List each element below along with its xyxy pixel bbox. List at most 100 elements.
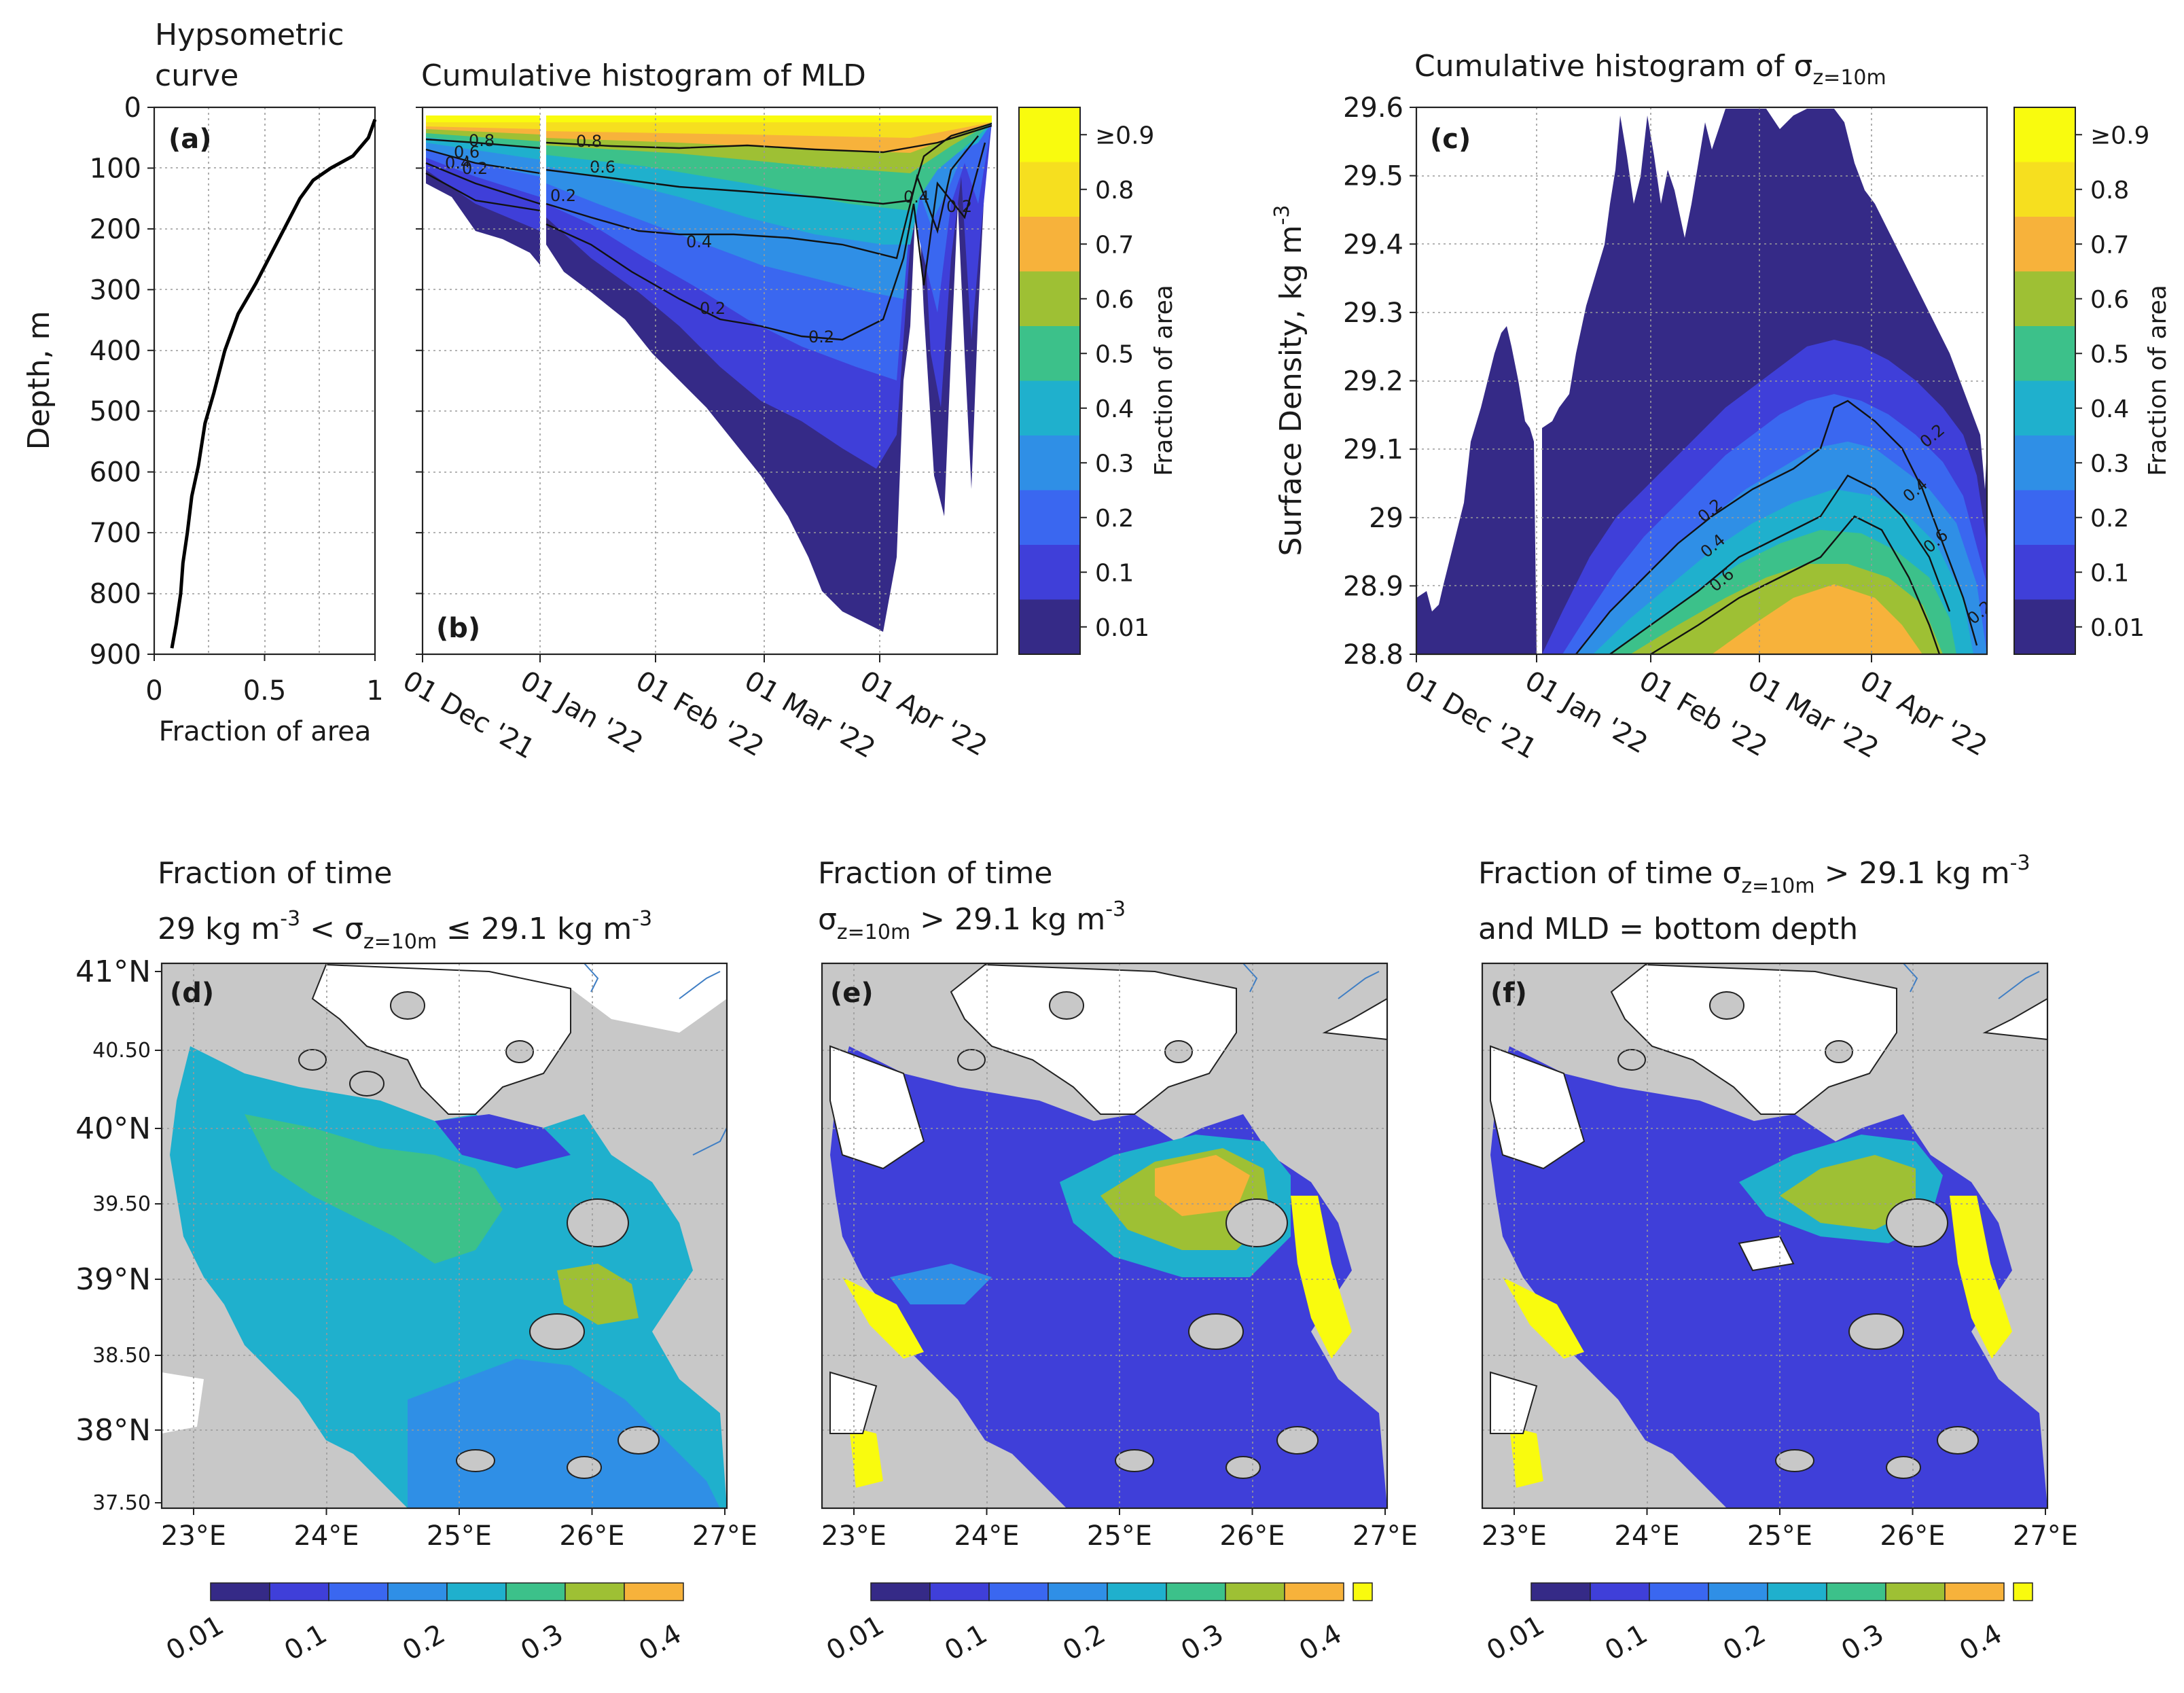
- map-colorbar-tick-label: 0.4: [1954, 1618, 2007, 1667]
- panel-c-plot: 0.20.40.60.20.40.60.2: [1416, 107, 1987, 654]
- panel-b-date-label: 01 Apr '22: [855, 665, 992, 763]
- mld-contour-label: 0.2: [462, 159, 488, 178]
- panel-b-title: Cumulative histogram of MLD: [421, 58, 866, 93]
- panel-a-ytick-label: 300: [90, 274, 141, 306]
- colorbar-tick-label: 0.3: [2090, 450, 2129, 478]
- rivers-d: [584, 963, 727, 1156]
- panel-a-ylabel: Depth, m: [22, 311, 56, 450]
- panel-a-ytick-label: 800: [90, 579, 141, 610]
- panel-a-xticks: 0 0.5 1: [145, 654, 384, 707]
- mld-data-gap: [540, 107, 546, 654]
- panel-a-xtick-label: 0.5: [243, 675, 287, 707]
- mld-contour-label: 0.2: [946, 197, 972, 216]
- map-colorbar-swatch: [1767, 1582, 1827, 1601]
- map-f-axes: [1481, 962, 2049, 1510]
- colorbar-tick-label: 0.01: [1095, 614, 1149, 642]
- lon-tick-label: 23°E: [161, 1520, 226, 1552]
- panel-a-ytick-label: 200: [90, 214, 141, 245]
- map-colorbar-tick-label: 0.01: [161, 1609, 229, 1667]
- map-colorbar-swatch: [269, 1582, 329, 1601]
- panel-e-title-line2: σz=10m > 29.1 kg m-3: [818, 897, 1126, 944]
- map-colorbar-tick-label: 0.3: [1176, 1618, 1229, 1667]
- map-colorbar-swatch: [1530, 1582, 1591, 1601]
- colorbar-tick-label: 0.3: [1095, 450, 1134, 478]
- panel-b-label: (b): [436, 613, 480, 644]
- map-colorbar-swatch: [505, 1582, 566, 1601]
- map-colorbar-tick-label: 0.2: [1058, 1618, 1111, 1667]
- panel-a: Hypsometric curve (a) 0 100 200 300 400 500 60…: [22, 18, 384, 747]
- colorbar-swatch: [2014, 490, 2075, 546]
- sea-e-band-09: [842, 1196, 1352, 1488]
- lon-tick-label: 26°E: [1219, 1520, 1285, 1552]
- coastline-f: [1490, 963, 2047, 1434]
- map-colorbar-swatch: [1225, 1582, 1285, 1601]
- panel-a-title-line2: curve: [155, 58, 238, 93]
- map-colorbar-extend: [1353, 1582, 1373, 1601]
- panel-c-date-label: 01 Jan '22: [1520, 665, 1653, 760]
- lon-tick-label: 26°E: [1880, 1520, 1945, 1552]
- panel-a-ytick-label: 400: [90, 336, 141, 367]
- lat-tick-label: 38°N: [75, 1413, 151, 1448]
- mld-contour-label: 0.2: [700, 299, 726, 318]
- panel-b: Cumulative histogram of MLD 0.80.60.40.2…: [397, 58, 1178, 765]
- lon-tick-label: 25°E: [427, 1520, 492, 1552]
- colorbar-tick-label: 0.01: [2090, 614, 2145, 642]
- map-colorbar-swatch: [328, 1582, 389, 1601]
- mld-contour-label: 0.2: [550, 186, 576, 205]
- panel-a-xlabel: Fraction of area: [159, 716, 372, 747]
- panel-a-ytick-label: 600: [90, 457, 141, 488]
- colorbar-swatch: [1019, 490, 1080, 546]
- colorbar-tick-label: 0.2: [2090, 505, 2129, 533]
- lat-tick-label: 38.50: [92, 1344, 151, 1368]
- panel-b-plot: 0.80.60.40.20.20.80.60.40.20.20.20.4: [425, 107, 992, 654]
- panel-e-label: (e): [830, 978, 874, 1009]
- panel-f-title-line1: Fraction of time σz=10m > 29.1 kg m-3: [1478, 851, 2030, 898]
- panel-c-ytick-label: 29.1: [1343, 434, 1403, 465]
- sea-f-band-06: [1780, 1155, 1916, 1230]
- colorbar-swatch: [1019, 545, 1080, 600]
- map-colorbar-tick-label: 0.4: [1294, 1618, 1347, 1667]
- map-colorbar-swatch: [1048, 1582, 1108, 1601]
- panel-c-ytick-label: 29.6: [1343, 92, 1403, 124]
- colorbar-swatch: [1019, 599, 1080, 655]
- mld-contour-label: 0.8: [576, 132, 602, 151]
- map-colorbars: 0.01 0.1 0.2 0.3 0.4 0.01 0.1 0.2 0.3 0.4 0.01 0.1 0…: [161, 1582, 2033, 1667]
- colorbar-swatch: [1019, 435, 1080, 491]
- colorbar-c: ≥0.9 0.8 0.7 0.6 0.5 0.4 0.3 0.2 0.1 0.01: [2013, 107, 2149, 655]
- panel-c-ytick-label: 29.4: [1343, 229, 1403, 260]
- map-colorbar-swatch: [1708, 1582, 1768, 1601]
- map-colorbar-swatch: [1885, 1582, 1946, 1601]
- panel-a-ytick-label: 500: [90, 396, 141, 427]
- panel-c-yticks: 29.6 29.5 29.4 29.3 29.2 29.1 29 28.9 28.8: [1343, 92, 1416, 671]
- lat-tick-label: 41°N: [75, 955, 151, 989]
- colorbar-swatch: [1019, 380, 1080, 436]
- lon-tick-label: 27°E: [692, 1520, 757, 1552]
- map-colorbar-tick-label: 0.3: [1836, 1618, 1889, 1667]
- panel-c-ylabel: Surface Density, kg m-3: [1270, 204, 1308, 556]
- lon-tick-label: 24°E: [1614, 1520, 1679, 1552]
- colorbar-tick-label: ≥0.9: [1095, 122, 1154, 149]
- lon-tick-label: 24°E: [954, 1520, 1019, 1552]
- lat-tick-label: 40°N: [75, 1111, 151, 1146]
- panel-b-grid: [423, 107, 997, 654]
- panel-a-label: (a): [168, 124, 212, 155]
- lon-tick-label: 25°E: [1087, 1520, 1152, 1552]
- map-colorbar-tick-label: 0.1: [1600, 1618, 1653, 1667]
- colorbar-swatch: [2014, 380, 2075, 436]
- shelf-d: [162, 963, 727, 1433]
- mld-contours: [425, 122, 992, 341]
- colorbar-b-label: Fraction of area: [1150, 285, 1178, 476]
- density-contours: [1575, 399, 1978, 654]
- lon-tick-label: 23°E: [821, 1520, 887, 1552]
- colorbar-tick-label: 0.7: [1095, 231, 1134, 259]
- map-colorbar-swatch: [1166, 1582, 1226, 1601]
- hypsometric-curve: [170, 119, 377, 649]
- sea-d-band-05: [245, 1114, 503, 1264]
- panel-a-ytick-label: 700: [90, 518, 141, 549]
- panel-c-label: (c): [1430, 124, 1471, 155]
- rivers-e: [1242, 963, 1380, 999]
- map-colorbar-tick-label: 0.1: [939, 1618, 992, 1667]
- map-colorbar-swatch: [988, 1582, 1049, 1601]
- colorbar-swatch: [2014, 599, 2075, 655]
